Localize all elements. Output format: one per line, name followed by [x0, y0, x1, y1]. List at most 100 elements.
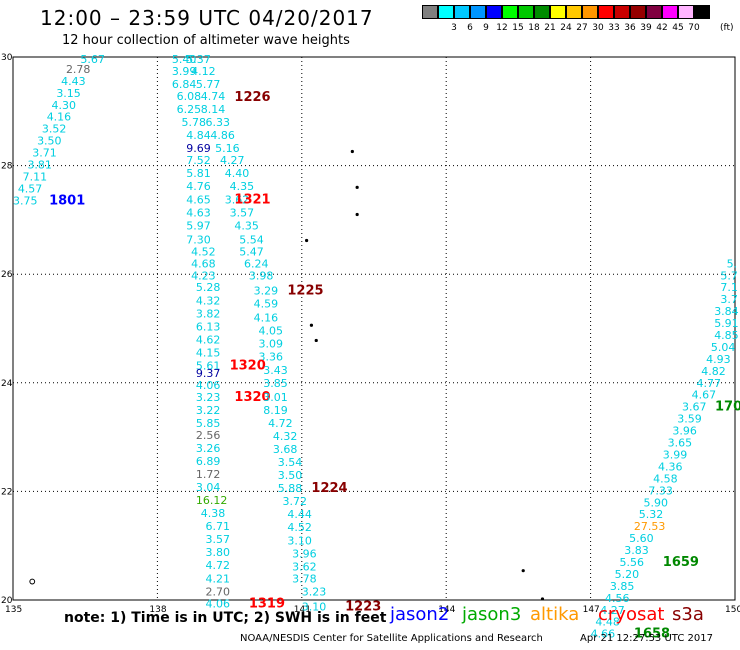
pass-time-label: 1321	[234, 192, 270, 207]
lon-tick-label: 138	[149, 605, 166, 615]
wave-height-reading: 4.32	[196, 294, 221, 307]
map-title: 12:00 – 23:59 UTC 04/20/2017	[40, 6, 374, 30]
wave-height-reading: 4.84	[186, 129, 211, 142]
wave-height-reading: 5.7	[720, 269, 738, 282]
wave-height-reading: 5.91	[714, 317, 739, 330]
wave-height-reading: 7.11	[23, 170, 48, 183]
wave-height-reading: 3.10	[287, 534, 312, 547]
scale-label: 30	[592, 23, 604, 33]
wave-height-reading: 3.81	[27, 159, 52, 172]
lon-tick-label: 135	[5, 605, 22, 615]
pass-time-label: 1801	[49, 193, 85, 208]
footer-date: Apr 21 12:27:53 UTC 2017	[580, 633, 713, 644]
wave-height-reading: 5.20	[615, 568, 640, 581]
wave-height-reading: 4.40	[225, 167, 250, 180]
island-mark	[355, 185, 359, 189]
wave-height-reading: 4.38	[201, 507, 226, 520]
wave-height-reading: 5.77	[196, 78, 221, 91]
scale-units: (ft)	[720, 23, 734, 33]
scale-label: 9	[483, 23, 489, 33]
wave-height-reading: 4.16	[47, 111, 71, 124]
wave-height-reading: 3.84	[714, 305, 739, 318]
wave-height-reading: 3.75	[13, 194, 38, 207]
wave-height-reading: 4.67	[692, 389, 717, 402]
wave-height-reading: 3.54	[278, 456, 303, 469]
scale-label: 6	[467, 23, 473, 33]
scale-swatch	[454, 5, 470, 19]
scale-swatch	[646, 5, 662, 19]
wave-height-reading: 7.52	[186, 154, 211, 167]
wave-height-reading: 5.61	[196, 359, 221, 372]
wave-height-reading: 3.29	[254, 284, 279, 297]
pass-time-label: 1225	[287, 283, 323, 298]
pass-time-label: 1224	[311, 481, 347, 496]
island-mark	[305, 238, 309, 243]
wave-height-reading: 5.81	[186, 167, 211, 180]
satellite-legend-s3a: s3a	[672, 604, 704, 625]
scale-swatch	[422, 5, 438, 19]
wave-height-reading: 4.27	[220, 154, 245, 167]
wave-height-reading: 5.37	[186, 53, 211, 66]
wave-height-reading: 6.08	[177, 90, 202, 103]
wave-height-reading: 3.7	[720, 293, 738, 306]
wave-height-reading: 3.96	[292, 547, 317, 560]
wave-height-reading: 5.97	[186, 219, 211, 232]
lon-tick-label: 144	[438, 605, 455, 615]
wave-height-reading: 4.77	[696, 377, 721, 390]
wave-height-reading: 3.68	[273, 443, 298, 456]
satellite-legend-cryosat: cryosat	[598, 604, 665, 625]
scale-swatch	[438, 5, 454, 19]
wave-height-reading: 4.86	[210, 129, 235, 142]
wave-height-reading: 6.71	[206, 520, 231, 533]
wave-height-reading: 3.50	[278, 469, 303, 482]
wave-height-reading: 5.56	[619, 556, 644, 569]
satellite-legend-jason2: jason2	[390, 604, 450, 625]
scale-label: 21	[544, 23, 556, 33]
scale-swatch	[694, 5, 710, 19]
wave-height-reading: 5.32	[639, 508, 664, 521]
wave-height-reading: 8.19	[263, 404, 288, 417]
scale-label: 18	[528, 23, 540, 33]
pass-time-label: 1320	[230, 358, 266, 373]
wave-height-reading: 4.44	[287, 508, 312, 521]
wave-height-reading: 3.57	[230, 206, 255, 219]
map-subtitle: 12 hour collection of altimeter wave hei…	[62, 33, 350, 48]
scale-swatch	[518, 5, 534, 19]
scale-label: 15	[512, 23, 524, 33]
footer-credit: NOAA/NESDIS Center for Satellite Applica…	[240, 633, 543, 644]
scale-swatch	[582, 5, 598, 19]
wave-height-reading: 5.67	[80, 53, 105, 66]
wave-height-reading: 3.15	[56, 87, 81, 100]
wave-height-reading: 4.58	[653, 472, 678, 485]
wave-height-reading: 4.32	[273, 430, 298, 443]
wave-height-reading: 3.22	[196, 404, 221, 417]
wave-height-reading: 4.56	[605, 592, 630, 605]
wave-height-reading: 4.59	[254, 298, 279, 311]
scale-label: 39	[640, 23, 652, 33]
wave-height-reading: 5.54	[239, 233, 264, 246]
wave-height-reading: 6.13	[196, 320, 221, 333]
wave-height-reading: 3.99	[172, 65, 197, 78]
wave-height-reading: 4.85	[714, 329, 739, 342]
island-mark	[521, 569, 525, 573]
wave-height-reading: 3.43	[263, 364, 288, 377]
wave-height-reading: 3.59	[677, 413, 702, 426]
lon-tick-label: 147	[583, 605, 600, 615]
wave-height-reading: 5.90	[644, 496, 669, 509]
satellite-legend-altika: altika	[530, 604, 580, 625]
wave-height-reading: 4.93	[706, 353, 731, 366]
lat-tick-label: 28	[1, 162, 13, 172]
wave-height-reading: 3.83	[624, 544, 649, 557]
scale-swatch	[678, 5, 694, 19]
wave-height-reading: 4.23	[191, 269, 216, 282]
wave-height-reading: 3.52	[42, 123, 67, 136]
lat-tick-label: 30	[1, 53, 13, 63]
wave-height-reading: 4.63	[186, 206, 211, 219]
legend-note: note: 1) Time is in UTC; 2) SWH is in fe…	[64, 610, 387, 626]
wave-height-reading: 3.85	[610, 580, 635, 593]
lat-tick-label: 20	[1, 596, 13, 606]
wave-height-reading: 4.72	[206, 559, 231, 572]
wave-height-reading: 4.82	[701, 365, 726, 378]
pass-time-label: 170	[715, 400, 740, 415]
wave-height-reading: 4.30	[52, 99, 77, 112]
